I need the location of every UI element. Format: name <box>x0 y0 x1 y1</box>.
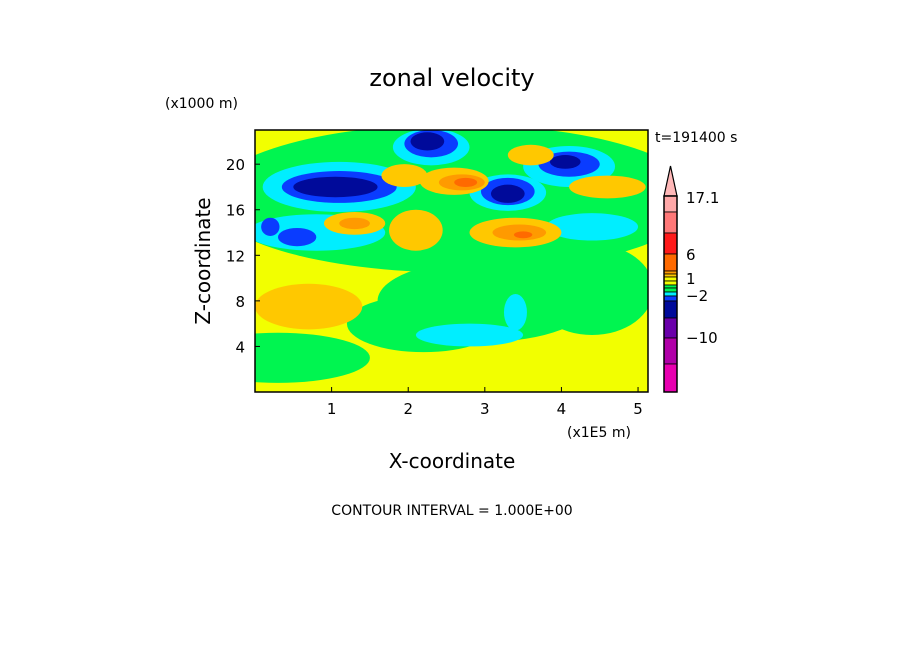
y-tick-label: 20 <box>226 156 245 174</box>
x-unit-label: (x1E5 m) <box>567 425 631 441</box>
colorbar-segment <box>663 287 678 293</box>
x-tick-label: 5 <box>633 400 643 418</box>
contour-region <box>569 175 646 199</box>
chart-title: zonal velocity <box>369 64 534 92</box>
y-unit-label: (x1000 m) <box>165 96 238 112</box>
colorbar-segment <box>663 195 678 213</box>
colorbar-segment <box>663 211 678 234</box>
colorbar-label: 6 <box>686 246 696 264</box>
colorbar-frame <box>663 195 678 393</box>
contour-region <box>339 217 370 230</box>
contour-region <box>513 231 533 239</box>
contour-region <box>546 213 639 241</box>
x-tick-label: 4 <box>557 400 567 418</box>
x-tick-label: 3 <box>480 400 490 418</box>
colorbar-segment <box>663 276 678 282</box>
colorbar-segment <box>663 273 678 278</box>
contour-field <box>255 130 648 392</box>
colorbar-extend-triangle <box>663 165 678 197</box>
contour-region <box>261 217 280 236</box>
colorbar-label: 17.1 <box>686 189 719 207</box>
colorbar-segment <box>663 317 678 339</box>
contour-region <box>410 132 445 151</box>
contour-region <box>549 155 581 169</box>
contour-region <box>255 332 370 383</box>
x-tick-label: 1 <box>327 400 337 418</box>
colorbar-segment <box>663 253 678 272</box>
contour-region <box>530 243 648 336</box>
y-tick-label: 8 <box>235 293 245 311</box>
y-tick-label: 12 <box>226 247 245 265</box>
y-tick-label: 4 <box>235 338 245 356</box>
footer-contour-interval: CONTOUR INTERVAL = 1.000E+00 <box>331 503 572 519</box>
time-label: t=191400 s <box>655 130 737 146</box>
colorbar-segment <box>663 337 678 365</box>
contour-region <box>293 176 378 198</box>
colorbar-label: −10 <box>686 329 718 347</box>
contour-region <box>454 177 478 187</box>
colorbar-segment <box>663 232 678 255</box>
contour-region <box>389 209 443 251</box>
colorbar-segment <box>663 280 678 286</box>
contour-region <box>381 164 428 187</box>
colorbar-segment <box>663 295 678 302</box>
colorbar-segment <box>663 270 678 275</box>
colorbar-segment <box>663 300 678 319</box>
colorbar: 17.1 6 1−2 −10 <box>663 165 719 393</box>
contour-region <box>490 184 525 203</box>
plot-frame <box>254 129 649 393</box>
colorbar-segment <box>663 284 678 289</box>
contour-region <box>415 323 524 347</box>
y-tick-label: 16 <box>226 202 245 220</box>
contour-region <box>503 294 527 331</box>
contour-region <box>255 283 363 330</box>
x-tick-label: 2 <box>403 400 413 418</box>
colorbar-segment <box>663 291 678 297</box>
colorbar-label: 1 <box>686 270 696 288</box>
contour-region <box>277 227 317 247</box>
x-axis-label: X-coordinate <box>389 449 516 473</box>
contour-region <box>507 144 554 166</box>
y-axis-label: Z-coordinate <box>191 197 215 324</box>
colorbar-label: −2 <box>686 287 708 305</box>
colorbar-segment <box>663 363 678 393</box>
